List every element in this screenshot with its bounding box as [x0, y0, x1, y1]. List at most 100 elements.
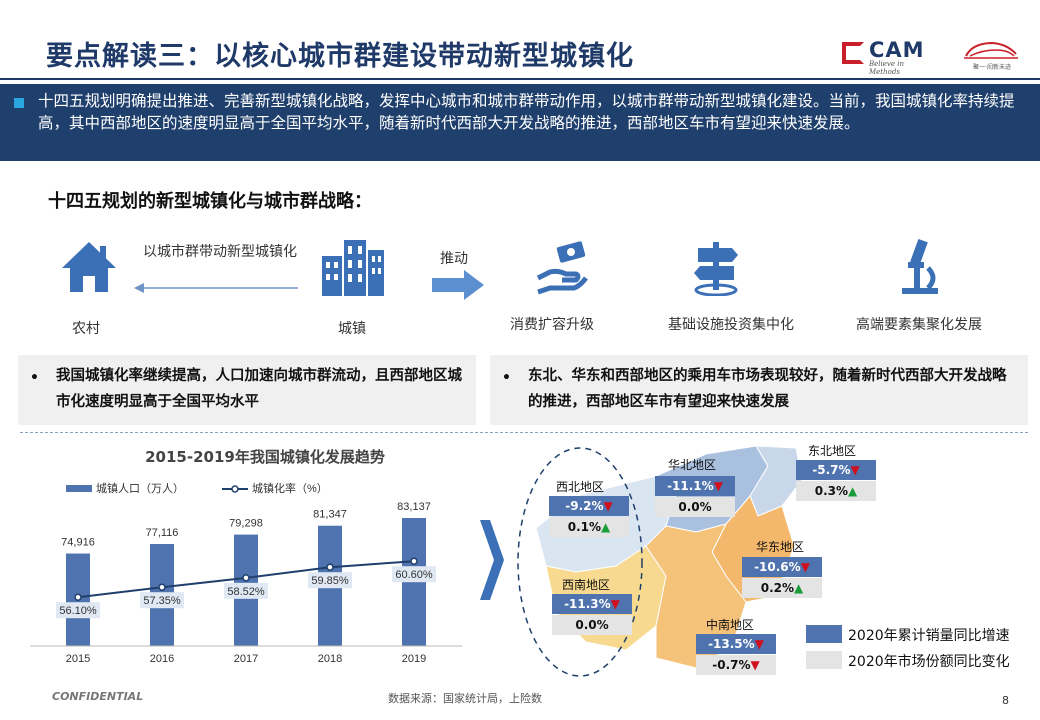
rate-label-2015: 56.10%: [59, 605, 97, 617]
signpost-icon: [690, 240, 742, 300]
infrastructure-label: 基础设施投资集中化: [668, 317, 794, 333]
microscope-icon: [898, 238, 942, 300]
rural-label: 农村: [72, 321, 100, 337]
car-brand-logo: 聚一·闳新未迹: [960, 38, 1022, 72]
cam-logo-text: CAM: [869, 38, 925, 62]
down-arrow-icon: ▼: [850, 463, 860, 477]
section-divider: [20, 432, 1028, 433]
cam-logo-mark: [842, 42, 864, 64]
rate-label-bg-2019: [392, 566, 436, 583]
down-arrow-icon: ▼: [754, 637, 764, 651]
rate-point-2019: [410, 557, 418, 565]
x-tick-2016: 2016: [150, 653, 174, 665]
x-tick-2015: 2015: [66, 653, 90, 665]
legend-line-label: 城镇化率（%）: [252, 481, 328, 495]
push-label: 推动: [440, 251, 468, 267]
page-number: 8: [1002, 694, 1009, 707]
rate-label-2016: 57.35%: [143, 595, 181, 607]
rate-point-2018: [326, 563, 334, 571]
legend-swatch-share: [806, 651, 842, 669]
down-arrow-icon: ▼: [750, 658, 760, 672]
region-name: 西北地区: [556, 480, 605, 494]
up-arrow-icon: ▲: [794, 581, 804, 595]
right-arrow-icon: [432, 270, 484, 300]
rate-point-2016: [158, 583, 166, 591]
region-sales-growth: -9.2%▼: [549, 496, 629, 516]
chart-title: 2015-2019年我国城镇化发展趋势: [145, 448, 385, 466]
down-arrow-icon: ▼: [713, 479, 723, 493]
right-note: • 东北、华东和西部地区的乘用车市场表现较好，随着新时代西部大开发战略的推进，西…: [490, 355, 1028, 425]
cam-logo-tagline: Believe in Methods: [869, 60, 904, 76]
section-title: 十四五规划的新型城镇化与城市群战略：: [48, 191, 372, 212]
bullet-icon: •: [30, 370, 39, 386]
page-title: 要点解读三：以核心城市群建设带动新型城镇化: [46, 41, 634, 72]
bar-label-2016: 77,116: [146, 527, 179, 539]
legend-label-sales: 2020年累计销量同比增速: [848, 628, 1010, 644]
title-divider: [0, 78, 1040, 80]
bullet-icon: •: [502, 370, 511, 386]
x-tick-2019: 2019: [402, 653, 426, 665]
rate-label-bg-2017: [224, 582, 268, 599]
legend-label-share: 2020年市场份额同比变化: [848, 654, 1010, 670]
rate-label-2019: 60.60%: [395, 569, 433, 581]
up-arrow-icon: ▲: [601, 520, 611, 534]
region-name: 东北地区: [808, 444, 857, 458]
down-arrow-icon: ▼: [603, 499, 613, 513]
data-source: 数据来源：国家统计局，上险数: [388, 692, 542, 705]
region-share-change: 0.0%: [552, 615, 632, 635]
buildings-icon: [320, 236, 386, 302]
money-hand-icon: [536, 240, 592, 300]
region-name: 中南地区: [706, 618, 755, 632]
summary-banner: 十四五规划明确提出推进、完善新型城镇化战略，发挥中心城市和城市群带动作用，以城市…: [0, 84, 1040, 161]
region-name: 西南地区: [562, 578, 611, 592]
left-note-text: 我国城镇化率继续提高，人口加速向城市群流动，且西部地区城市化速度明显高于全国平均…: [56, 368, 462, 410]
rate-label-bg-2016: [140, 592, 184, 609]
x-tick-2018: 2018: [318, 653, 342, 665]
rate-label-bg-2015: [56, 602, 100, 619]
legend-bar-swatch: [66, 485, 92, 492]
region-name: 华东地区: [756, 540, 805, 554]
up-arrow-icon: ▲: [848, 484, 858, 498]
region-share-change: -0.7%▼: [696, 655, 776, 675]
legend-bar-label: 城镇人口（万人）: [96, 481, 184, 495]
region-sales-growth: -5.7%▼: [796, 460, 876, 480]
bar-label-2018: 81,347: [313, 509, 347, 521]
region-share-change: 0.0%: [655, 497, 735, 517]
down-arrow-icon: ▼: [610, 597, 620, 611]
region-sales-growth: -11.3%▼: [552, 594, 632, 614]
flow-arrow-text: 以城市群带动新型城镇化: [143, 244, 297, 260]
legend-swatch-sales: [806, 625, 842, 643]
left-arrow-icon: [134, 283, 298, 293]
rate-label-2017: 58.52%: [227, 586, 265, 598]
x-tick-2017: 2017: [234, 653, 258, 665]
summary-text: 十四五规划明确提出推进、完善新型城镇化战略，发挥中心城市和城市群带动作用，以城市…: [38, 92, 1015, 132]
region-share-change: 0.2%▲: [742, 578, 822, 598]
region-share-change: 0.3%▲: [796, 481, 876, 501]
car-logo-tagline: 聚一·闳新未迹: [973, 64, 1011, 71]
down-arrow-icon: ▼: [800, 560, 810, 574]
rate-point-2015: [74, 593, 82, 601]
bar-label-2019: 83,137: [397, 501, 431, 513]
town-label: 城镇: [338, 321, 366, 337]
car-logo-icon: [964, 41, 1018, 59]
rate-label-2018: 59.85%: [311, 575, 349, 587]
cam-logo: CAM Believe in Methods: [842, 38, 937, 76]
rate-point-2017: [242, 574, 250, 582]
house-icon: [60, 238, 118, 300]
left-note: • 我国城镇化率继续提高，人口加速向城市群流动，且西部地区城市化速度明显高于全国…: [18, 355, 476, 425]
bar-label-2015: 74,916: [61, 537, 95, 549]
region-sales-growth: -13.5%▼: [696, 634, 776, 654]
legend-line-marker: [231, 485, 239, 493]
region-sales-growth: -10.6%▼: [742, 557, 822, 577]
urbanization-chart: 城镇人口（万人） 城镇化率（%） 74,916 2015 77,116 2016 79,29…: [30, 481, 462, 665]
high-end-label: 高端要素集聚化发展: [856, 317, 982, 333]
banner-bullet: [14, 98, 24, 108]
rate-label-bg-2018: [308, 572, 352, 589]
chevron-right-icon: [480, 520, 504, 600]
confidential-label: CONFIDENTIAL: [52, 690, 144, 703]
bar-label-2017: 79,298: [229, 518, 263, 530]
region-share-change: 0.1%▲: [549, 517, 629, 537]
region-name: 华北地区: [668, 458, 717, 472]
region-sales-growth: -11.1%▼: [655, 476, 735, 496]
consumption-label: 消费扩容升级: [510, 317, 594, 333]
